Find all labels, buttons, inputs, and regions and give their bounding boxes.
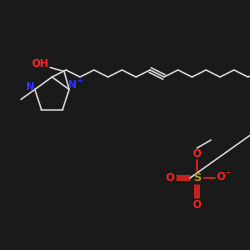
- Text: O: O: [216, 172, 226, 182]
- Text: O: O: [192, 149, 202, 159]
- Text: −: −: [224, 168, 230, 177]
- Text: N: N: [68, 80, 76, 90]
- Text: +: +: [76, 76, 82, 85]
- Text: OH: OH: [31, 60, 49, 70]
- Text: S: S: [193, 173, 201, 183]
- Text: N: N: [26, 82, 34, 92]
- Text: O: O: [166, 173, 174, 183]
- Text: O: O: [192, 200, 202, 210]
